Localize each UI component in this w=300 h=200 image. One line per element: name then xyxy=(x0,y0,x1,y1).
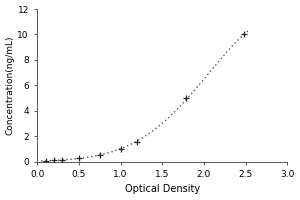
Y-axis label: Concentration(ng/mL): Concentration(ng/mL) xyxy=(6,36,15,135)
X-axis label: Optical Density: Optical Density xyxy=(124,184,200,194)
